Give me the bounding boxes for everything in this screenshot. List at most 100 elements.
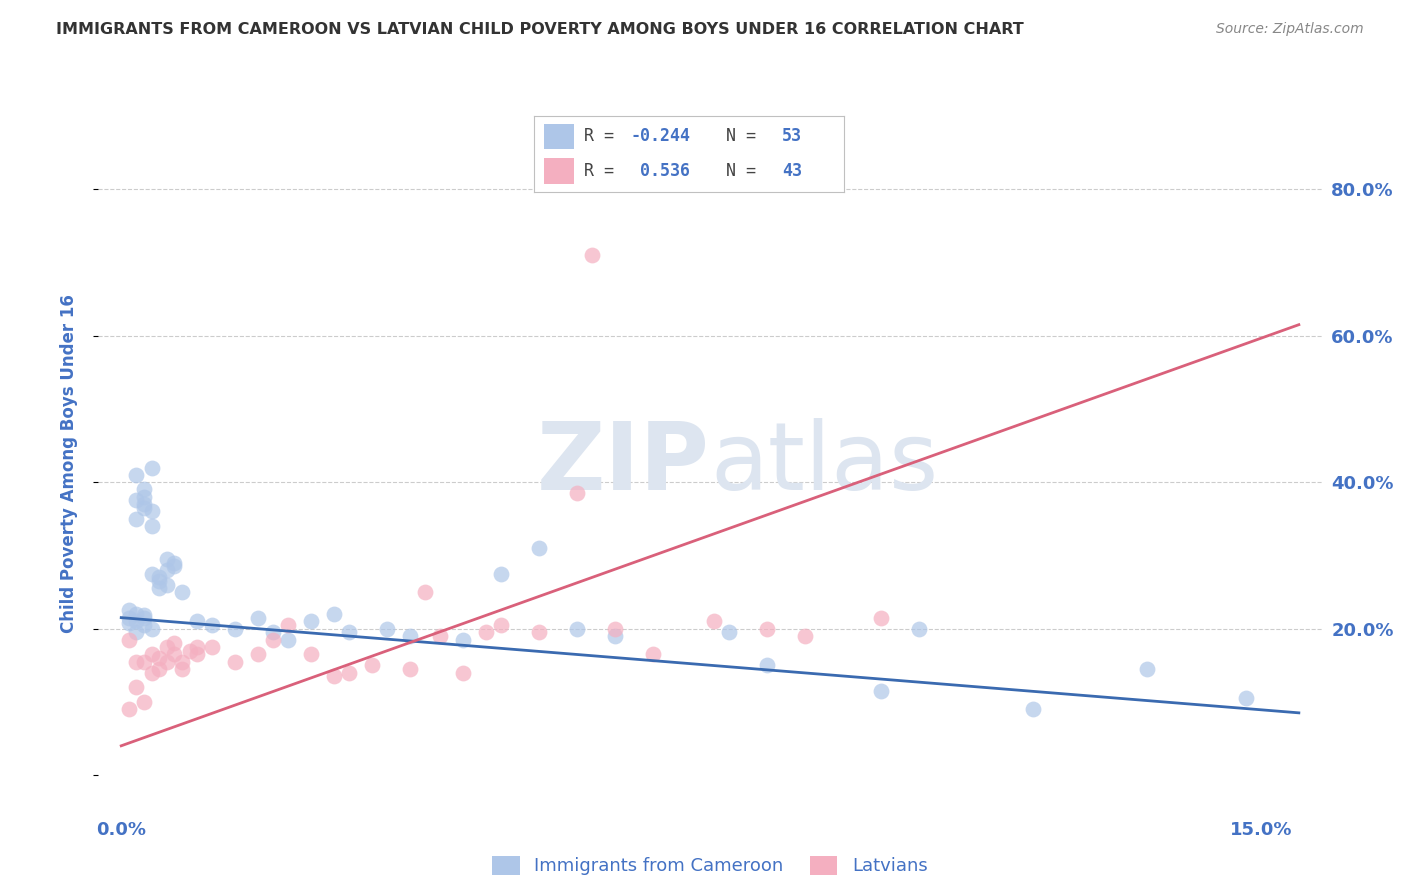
Point	[323, 607, 346, 621]
Text: 53: 53	[782, 128, 801, 145]
Point	[118, 603, 141, 617]
Text: N =: N =	[725, 128, 766, 145]
Text: ZIP: ZIP	[537, 417, 710, 510]
Text: Source: ZipAtlas.com: Source: ZipAtlas.com	[1216, 22, 1364, 37]
Point	[125, 607, 148, 621]
Point	[163, 559, 186, 574]
Point	[163, 556, 186, 570]
Point	[201, 640, 224, 654]
Point	[141, 566, 163, 581]
Point	[201, 618, 224, 632]
Text: atlas: atlas	[710, 417, 938, 510]
Point	[132, 608, 155, 623]
Point	[125, 655, 148, 669]
Point	[1022, 702, 1045, 716]
Point	[246, 610, 269, 624]
Point	[399, 662, 422, 676]
Point	[141, 504, 163, 518]
Point	[581, 248, 603, 262]
Point	[132, 483, 155, 497]
Point	[132, 500, 155, 515]
Point	[475, 625, 498, 640]
Point	[132, 490, 155, 504]
Point	[870, 684, 893, 698]
Text: R =: R =	[583, 162, 624, 180]
Point	[299, 647, 322, 661]
Point	[186, 640, 208, 654]
Legend: Immigrants from Cameroon, Latvians: Immigrants from Cameroon, Latvians	[485, 849, 935, 883]
Point	[125, 467, 148, 482]
Point	[603, 629, 626, 643]
Point	[794, 629, 817, 643]
Point	[156, 552, 179, 566]
Point	[141, 647, 163, 661]
Point	[125, 493, 148, 508]
Bar	[544, 159, 575, 185]
Point	[489, 566, 512, 581]
Text: -0.244: -0.244	[630, 128, 690, 145]
Point	[224, 622, 246, 636]
Text: IMMIGRANTS FROM CAMEROON VS LATVIAN CHILD POVERTY AMONG BOYS UNDER 16 CORRELATIO: IMMIGRANTS FROM CAMEROON VS LATVIAN CHIL…	[56, 22, 1024, 37]
Point	[132, 695, 155, 709]
Point	[148, 570, 170, 584]
Point	[132, 618, 155, 632]
Bar	[544, 124, 575, 149]
Point	[1136, 662, 1159, 676]
Point	[262, 625, 284, 640]
Text: R =: R =	[583, 128, 624, 145]
Point	[125, 512, 148, 526]
Point	[125, 680, 148, 694]
Point	[399, 629, 422, 643]
Point	[179, 643, 201, 657]
Point	[908, 622, 931, 636]
Text: 43: 43	[782, 162, 801, 180]
Point	[163, 636, 186, 650]
Point	[148, 651, 170, 665]
Point	[756, 658, 779, 673]
Point	[148, 662, 170, 676]
Point	[527, 625, 550, 640]
Point	[141, 622, 163, 636]
Point	[170, 655, 193, 669]
Point	[141, 460, 163, 475]
Point	[132, 497, 155, 511]
Point	[118, 632, 141, 647]
Point	[262, 632, 284, 647]
Point	[246, 647, 269, 661]
Point	[132, 655, 155, 669]
Point	[224, 655, 246, 669]
Point	[527, 541, 550, 555]
Point	[118, 610, 141, 624]
Point	[429, 629, 451, 643]
Point	[163, 647, 186, 661]
Point	[277, 618, 299, 632]
Point	[170, 662, 193, 676]
Point	[565, 486, 588, 500]
Point	[375, 622, 398, 636]
Point	[148, 574, 170, 588]
Point	[1234, 691, 1257, 706]
Point	[299, 615, 322, 629]
Point	[413, 585, 436, 599]
Point	[361, 658, 384, 673]
Point	[323, 669, 346, 683]
Point	[132, 610, 155, 624]
Point	[489, 618, 512, 632]
Point	[565, 622, 588, 636]
Point	[337, 625, 360, 640]
Point	[141, 665, 163, 680]
Point	[703, 615, 725, 629]
Point	[125, 615, 148, 629]
Point	[170, 585, 193, 599]
Text: 0.536: 0.536	[630, 162, 690, 180]
Point	[156, 563, 179, 577]
Point	[118, 702, 141, 716]
Y-axis label: Child Poverty Among Boys Under 16: Child Poverty Among Boys Under 16	[59, 294, 77, 633]
Point	[141, 519, 163, 533]
Point	[451, 665, 474, 680]
Point	[870, 610, 893, 624]
Point	[641, 647, 664, 661]
Point	[603, 622, 626, 636]
Point	[277, 632, 299, 647]
Point	[451, 632, 474, 647]
